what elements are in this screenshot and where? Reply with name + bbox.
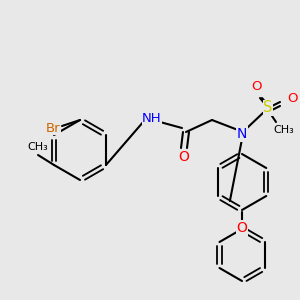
Text: Br: Br	[46, 122, 60, 134]
Text: O: O	[237, 221, 248, 235]
Text: CH₃: CH₃	[274, 125, 294, 135]
Text: CH₃: CH₃	[28, 142, 48, 152]
Text: NH: NH	[142, 112, 162, 124]
Text: O: O	[251, 80, 261, 92]
Text: S: S	[263, 100, 273, 116]
Text: N: N	[237, 127, 247, 141]
Text: O: O	[287, 92, 297, 104]
Text: O: O	[178, 150, 189, 164]
